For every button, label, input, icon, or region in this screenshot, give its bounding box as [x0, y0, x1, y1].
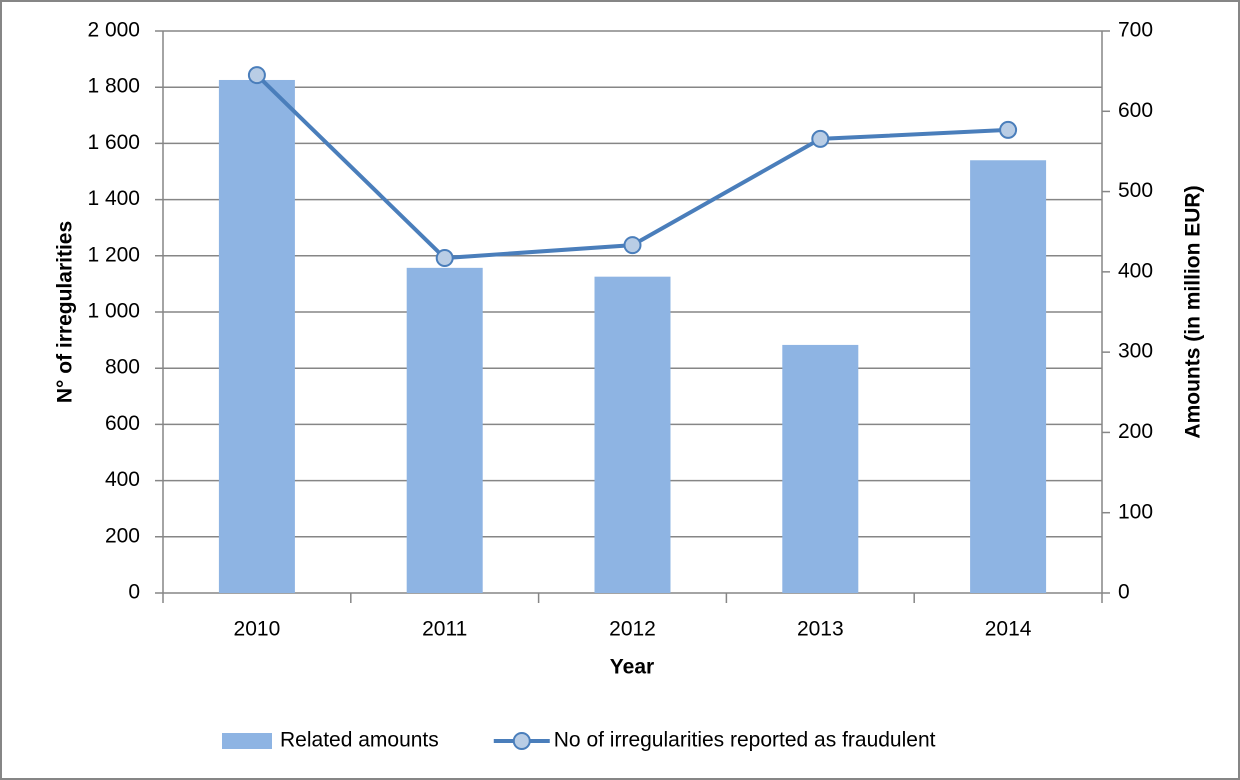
y-tick-label: 200: [105, 524, 140, 547]
y-tick-label: 400: [105, 468, 140, 491]
bar: [406, 267, 483, 593]
x-tick-label: 2011: [422, 618, 467, 641]
y2-tick-label: 500: [1118, 179, 1153, 202]
y2-tick-label: 700: [1118, 19, 1153, 42]
x-tick-label: 2012: [609, 618, 656, 641]
y-tick-label: 0: [128, 581, 140, 604]
legend-label: No of irregularities reported as fraudul…: [554, 729, 936, 752]
legend-label: Related amounts: [280, 729, 439, 752]
y2-tick-label: 100: [1118, 500, 1153, 523]
legend-swatch: [512, 732, 531, 750]
bar: [970, 160, 1047, 593]
y-tick-label: 1 400: [87, 187, 140, 210]
y-tick-label: 1 200: [87, 243, 140, 266]
y2-tick-label: 400: [1118, 259, 1153, 282]
y-tick-label: 2 000: [87, 19, 140, 42]
x-tick-label: 2014: [985, 618, 1032, 641]
bar: [594, 276, 671, 593]
y2-tick-label: 300: [1118, 340, 1153, 363]
bar: [218, 79, 295, 593]
marker: [247, 66, 266, 85]
marker: [999, 120, 1018, 139]
y-tick-label: 1 800: [87, 75, 140, 98]
y-tick-label: 1 000: [87, 300, 140, 323]
y-tick-label: 800: [105, 356, 140, 379]
y2-axis-title: Amounts (in million EUR): [1182, 185, 1205, 438]
bar: [782, 344, 859, 593]
y-tick-label: 1 600: [87, 131, 140, 154]
y2-tick-label: 600: [1118, 99, 1153, 122]
y-axis-title: N° of irregularities: [54, 221, 77, 403]
legend-swatch: [222, 733, 272, 749]
x-tick-label: 2010: [234, 618, 281, 641]
marker: [623, 236, 642, 255]
x-axis-title: Year: [610, 656, 654, 679]
y2-tick-label: 200: [1118, 420, 1153, 443]
marker: [435, 249, 454, 268]
y2-tick-label: 0: [1118, 581, 1130, 604]
marker: [811, 129, 830, 148]
x-tick-label: 2013: [797, 618, 844, 641]
y-tick-label: 600: [105, 412, 140, 435]
